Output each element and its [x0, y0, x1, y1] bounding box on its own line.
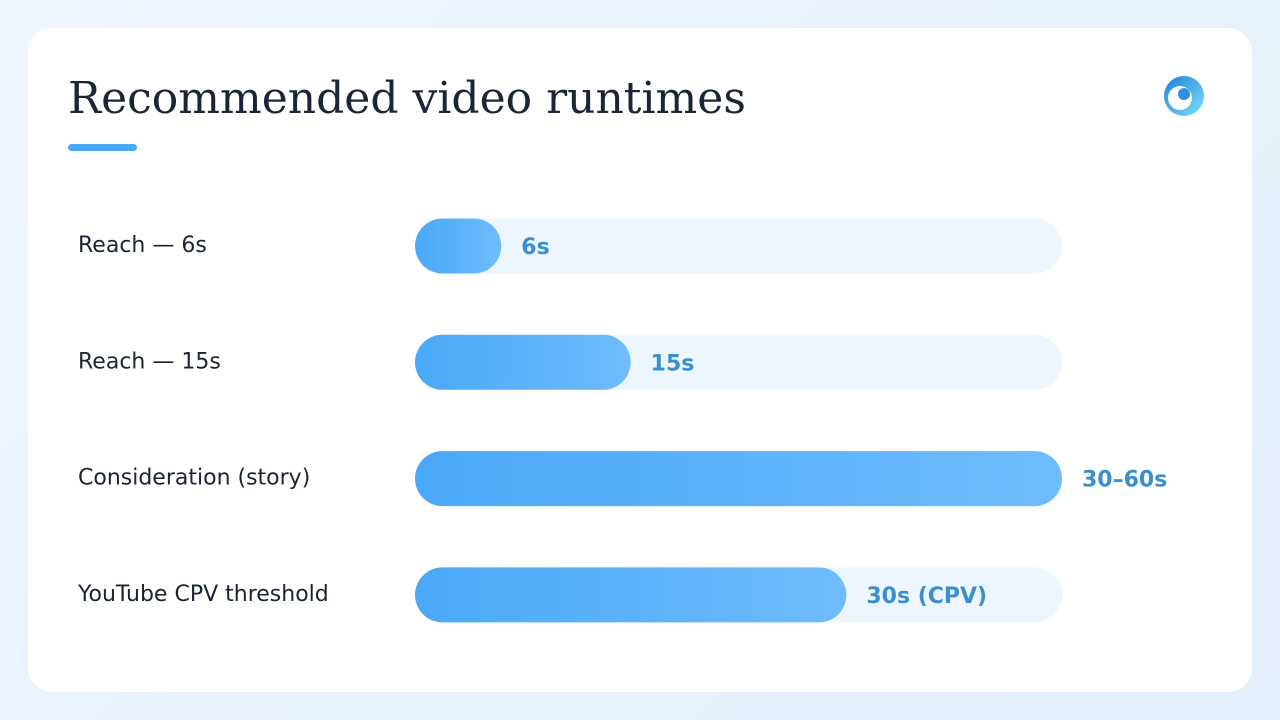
category-label: Reach — 15s [78, 349, 221, 374]
value-label: 30s (CPV) [866, 584, 987, 609]
chart-title: Recommended video runtimes [68, 73, 746, 124]
value-label: 15s [651, 351, 695, 376]
title-underline [68, 144, 137, 151]
category-label: YouTube CPV threshold [77, 582, 329, 607]
logo [1164, 76, 1204, 116]
bar [415, 334, 631, 390]
category-label: Reach — 6s [78, 233, 207, 258]
value-label: 6s [521, 235, 549, 260]
bar [415, 218, 502, 274]
bar [415, 451, 1062, 507]
category-label: Consideration (story) [78, 466, 310, 491]
value-label: 30–60s [1082, 468, 1167, 493]
bar-track [415, 218, 1062, 274]
bar [415, 567, 847, 623]
